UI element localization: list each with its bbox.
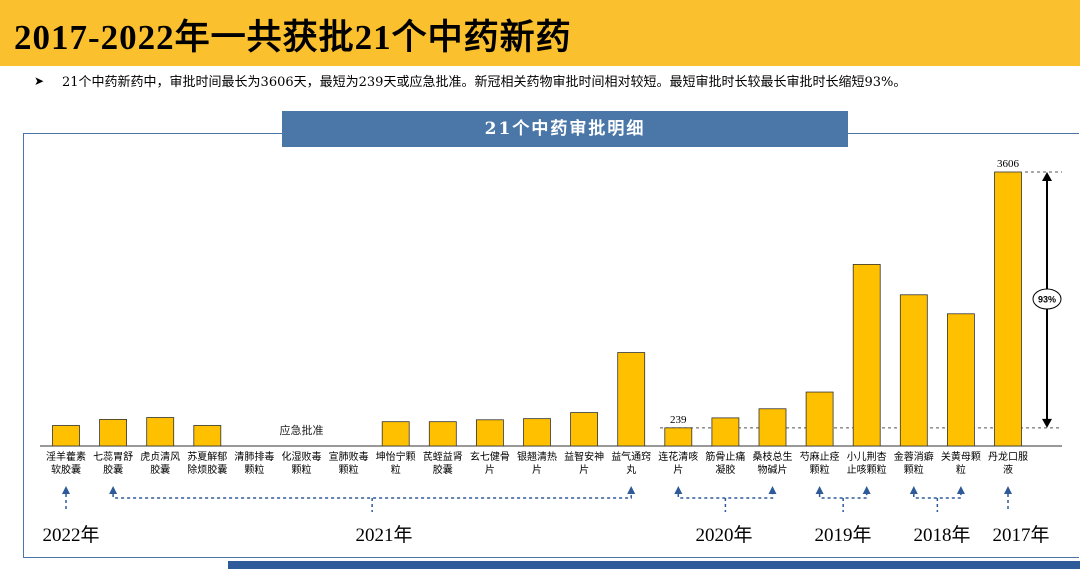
- page-title: 2017-2022年一共获批21个中药新药: [14, 18, 572, 57]
- annotation-label: 93%: [1038, 295, 1056, 305]
- bar-1: [99, 419, 127, 447]
- category-label-1: 七蕊胃舒胶囊: [93, 450, 133, 476]
- category-label-14: 筋骨止痛凝胶: [705, 450, 745, 476]
- bar-10: [523, 418, 551, 447]
- bar-12: [617, 352, 646, 447]
- year-label-4: 2018年: [913, 524, 970, 546]
- category-label-8: 芪蛭益肾胶囊: [423, 450, 463, 476]
- annotation-circle: [1032, 288, 1062, 310]
- year-label-5: 2017年: [992, 524, 1049, 546]
- year-bracket-3: [818, 494, 868, 499]
- category-label-18: 金蓉消癖颗粒: [894, 450, 934, 476]
- annotation-arrow-bottom-icon: [1042, 418, 1052, 428]
- category-label-3: 苏夏解郁除烦胶囊: [187, 450, 227, 476]
- bar-3: [193, 425, 222, 447]
- bar-7: [381, 421, 410, 447]
- category-label-12: 益气通窍丸: [611, 450, 651, 476]
- year-label-1: 2021年: [355, 524, 412, 546]
- category-label-19: 关黄母颗粒: [941, 450, 981, 476]
- category-label-6: 宣肺败毒颗粒: [329, 450, 369, 476]
- category-label-11: 益智安神片: [564, 450, 604, 476]
- year-arrow-left-1-icon: [109, 486, 118, 494]
- year-arrow-right-4-icon: [956, 486, 965, 494]
- summary-text: 21个中药新药中，审批时间最长为3606天，最短为239天或应急批准。新冠相关药…: [62, 75, 907, 90]
- emergency-approval-label: 应急批准: [280, 423, 324, 437]
- bar-2: [146, 417, 175, 447]
- bottom-accent-bar: [228, 561, 1080, 569]
- bar-13: [664, 427, 693, 447]
- year-bracket-2: [677, 494, 774, 499]
- category-label-10: 银翘清热片: [517, 450, 557, 476]
- year-arrow-0-icon: [62, 486, 70, 494]
- category-label-7: 坤怡宁颗粒: [376, 450, 416, 476]
- category-label-5: 化湿败毒颗粒: [282, 450, 322, 476]
- header-bar: 2017-2022年一共获批21个中药新药: [0, 0, 1080, 66]
- bar-9: [475, 419, 504, 447]
- year-label-0: 2022年: [42, 524, 99, 546]
- bar-16: [805, 391, 834, 447]
- bar-14: [711, 417, 740, 447]
- bar-11: [570, 412, 598, 447]
- year-arrow-left-4-icon: [909, 486, 918, 494]
- bar-17: [852, 263, 881, 447]
- year-arrow-right-1-icon: [627, 486, 636, 494]
- category-label-13: 连花清咳片: [658, 450, 698, 476]
- bar-19: [947, 313, 975, 447]
- annotation-arrow-top-icon: [1042, 172, 1052, 181]
- bar-15: [758, 408, 787, 447]
- category-label-15: 桑枝总生物碱片: [753, 450, 793, 476]
- year-arrow-5-icon: [1004, 486, 1012, 494]
- year-arrow-left-2-icon: [674, 486, 683, 494]
- year-bracket-1: [112, 494, 632, 499]
- category-label-0: 淫羊藿素软胶囊: [46, 450, 86, 476]
- value-label-20: 3606: [997, 158, 1020, 170]
- bar-8: [428, 421, 457, 447]
- bar-20: [994, 171, 1022, 447]
- category-label-9: 玄七健骨片: [470, 450, 510, 476]
- category-label-2: 虎贞清风胶囊: [140, 450, 180, 476]
- chart-title-banner: 21个中药审批明细: [282, 111, 848, 147]
- arrow-bullet-icon: ➤: [34, 74, 45, 88]
- year-label-2: 2020年: [695, 524, 752, 546]
- category-label-4: 清肺排毒颗粒: [234, 450, 274, 476]
- bar-0: [52, 425, 80, 447]
- category-label-16: 芍麻止痉颗粒: [800, 450, 840, 476]
- year-arrow-left-3-icon: [815, 486, 824, 494]
- category-label-20: 丹龙口服液: [988, 450, 1028, 476]
- year-label-3: 2019年: [814, 524, 871, 546]
- chart-title: 21个中药审批明细: [484, 119, 646, 139]
- category-label-17: 小儿荆杏止咳颗粒: [847, 450, 887, 476]
- year-arrow-right-2-icon: [768, 486, 777, 494]
- value-label-13: 239: [670, 414, 687, 426]
- year-bracket-4: [913, 494, 962, 499]
- bar-18: [899, 294, 928, 447]
- year-arrow-right-3-icon: [862, 486, 871, 494]
